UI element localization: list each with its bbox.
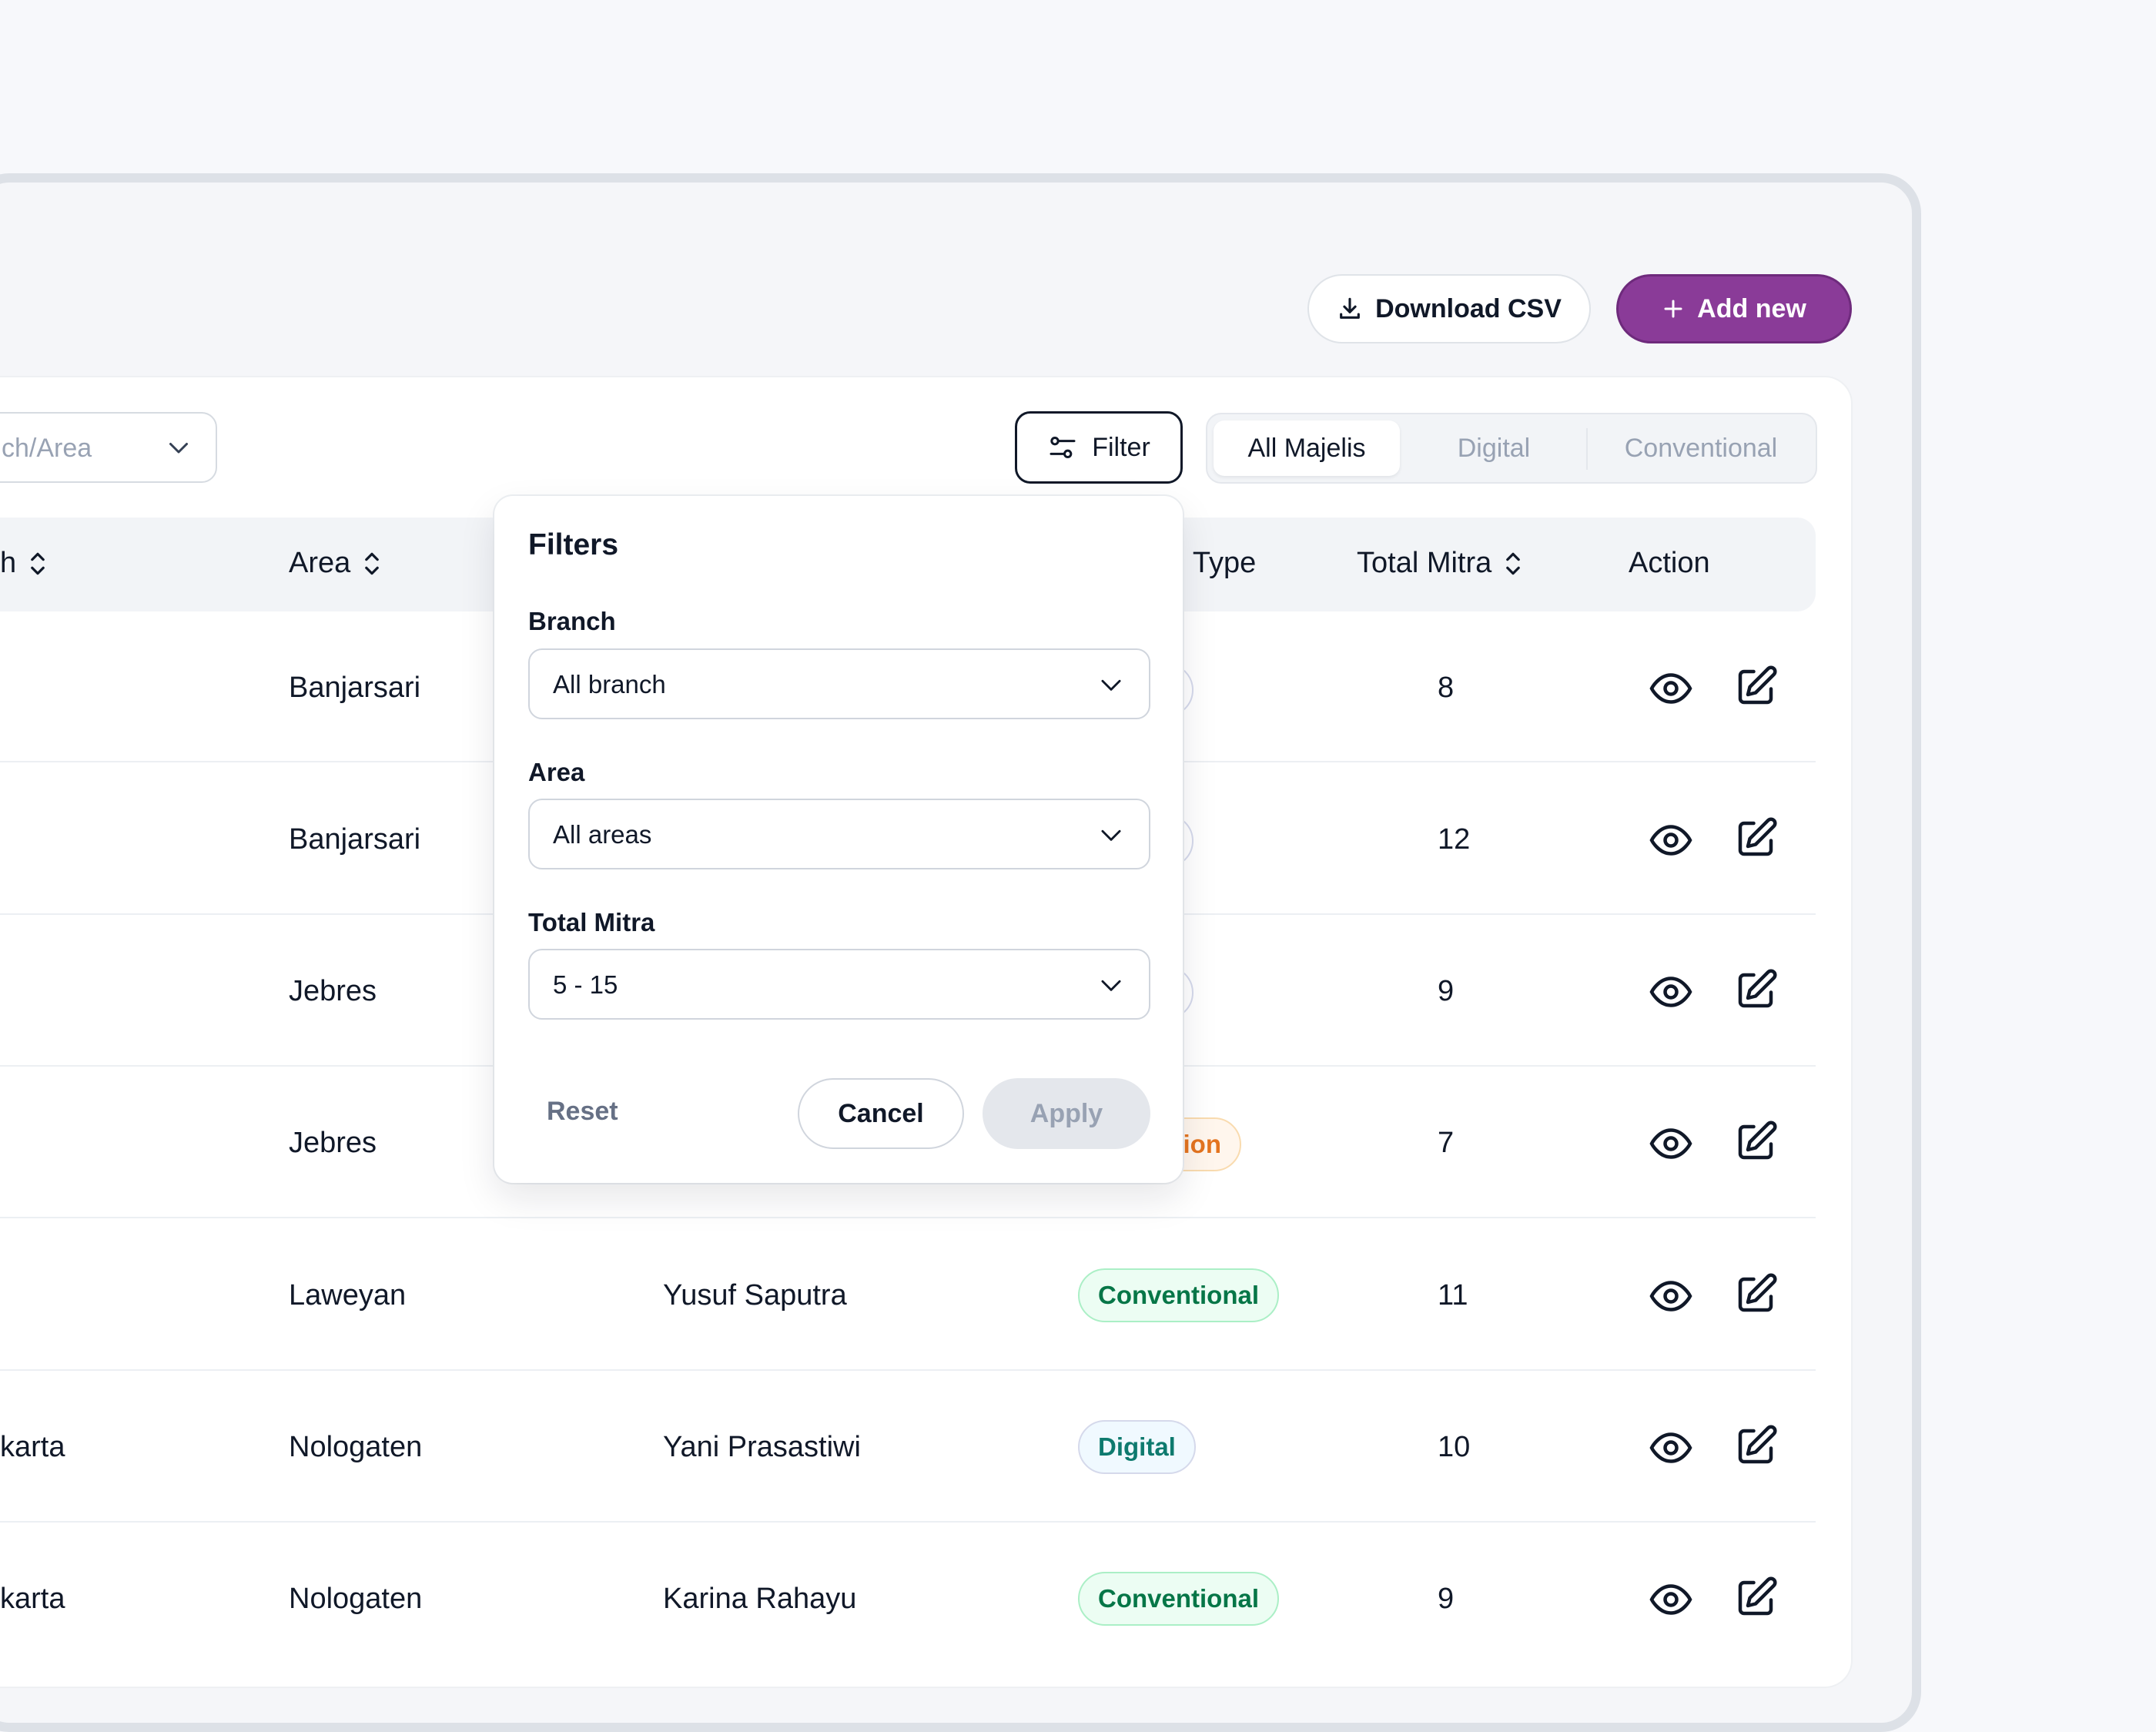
- header-total-mitra-label: Total Mitra: [1357, 547, 1492, 579]
- row-divider: [0, 1521, 1816, 1523]
- cell-total-mitra: 8: [1438, 672, 1455, 704]
- tab-conventional[interactable]: Conventional: [1624, 433, 1778, 463]
- chevron-down-icon: [169, 443, 188, 454]
- eye-icon[interactable]: [1648, 1121, 1694, 1167]
- cell-total-mitra: 7: [1438, 1127, 1455, 1159]
- area-select-value: All areas: [553, 820, 652, 849]
- cell-area: Laweyan: [289, 1279, 407, 1312]
- sort-icon: [1506, 552, 1521, 575]
- download-icon: [1340, 297, 1360, 319]
- add-new-button[interactable]: Add new: [1616, 274, 1852, 343]
- area-select[interactable]: All areas: [528, 799, 1150, 869]
- add-new-label: Add new: [1697, 293, 1806, 323]
- type-badge: Conventional: [1078, 1572, 1280, 1626]
- eye-icon[interactable]: [1648, 1425, 1694, 1471]
- cell-area: Jebres: [289, 975, 377, 1007]
- type-badge-label: ion: [1183, 1130, 1221, 1158]
- cell-total-mitra: 10: [1438, 1431, 1471, 1463]
- header-total-mitra[interactable]: Total Mitra: [1357, 547, 1524, 580]
- cell-name: Yani Prasastiwi: [663, 1431, 861, 1463]
- cell-name: Karina Rahayu: [663, 1583, 857, 1615]
- edit-icon[interactable]: [1732, 1119, 1779, 1165]
- total-mitra-select[interactable]: 5 - 15: [528, 949, 1150, 1020]
- cell-area: Banjarsari: [289, 672, 421, 704]
- cell-total-mitra: 9: [1438, 1583, 1455, 1615]
- header-branch-label: h: [0, 547, 17, 579]
- edit-icon[interactable]: [1732, 664, 1779, 710]
- type-badge: Conventional: [1078, 1268, 1280, 1322]
- cell-name: Yusuf Saputra: [663, 1279, 847, 1312]
- type-badge: Digital: [1078, 1420, 1196, 1474]
- row-divider: [0, 1217, 1816, 1218]
- chevron-down-icon: [1101, 679, 1121, 691]
- branch-label: Branch: [528, 607, 616, 635]
- majelis-type-tabs: All Majelis Digital Conventional: [1206, 413, 1817, 484]
- header-area[interactable]: Area: [289, 547, 383, 580]
- sliders-icon: [1050, 437, 1076, 458]
- reset-button[interactable]: Reset: [547, 1097, 618, 1126]
- branch-area-select-value: ch/Area: [2, 434, 92, 463]
- header-area-label: Area: [289, 547, 351, 579]
- sort-icon: [365, 552, 380, 575]
- edit-icon[interactable]: [1732, 1271, 1779, 1318]
- cell-total-mitra: 12: [1438, 823, 1471, 856]
- eye-icon[interactable]: [1648, 665, 1694, 712]
- cell-area: Banjarsari: [289, 823, 421, 856]
- download-csv-button[interactable]: Download CSV: [1307, 274, 1591, 343]
- area-label: Area: [528, 758, 585, 786]
- download-csv-label: Download CSV: [1375, 293, 1562, 323]
- eye-icon[interactable]: [1648, 817, 1694, 863]
- cell-total-mitra: 11: [1438, 1279, 1468, 1312]
- tab-digital[interactable]: Digital: [1457, 433, 1531, 463]
- filter-popover: Filters Branch All branch Area All areas…: [494, 496, 1183, 1183]
- header-action-label: Action: [1629, 547, 1710, 579]
- edit-icon[interactable]: [1732, 1423, 1779, 1469]
- eye-icon[interactable]: [1648, 1273, 1694, 1319]
- filter-label: Filter: [1092, 432, 1150, 462]
- header-action: Action: [1629, 547, 1710, 580]
- edit-icon[interactable]: [1732, 967, 1779, 1013]
- chevron-down-icon: [1101, 829, 1121, 841]
- header-type: s Type: [1170, 547, 1256, 580]
- branch-area-select[interactable]: ch/Area: [0, 412, 217, 483]
- edit-icon[interactable]: [1732, 816, 1779, 862]
- header-type-label: s Type: [1170, 547, 1257, 579]
- total-mitra-label: Total Mitra: [528, 908, 655, 936]
- plus-icon: [1664, 300, 1682, 318]
- cell-branch: karta: [0, 1583, 65, 1615]
- eye-icon[interactable]: [1648, 969, 1694, 1015]
- cancel-button[interactable]: Cancel: [798, 1078, 964, 1149]
- sort-icon: [31, 552, 45, 575]
- branch-select-value: All branch: [553, 670, 666, 698]
- filter-button[interactable]: Filter: [1015, 411, 1183, 484]
- tab-divider: [1586, 428, 1588, 470]
- tab-all-majelis[interactable]: All Majelis: [1214, 420, 1400, 476]
- cell-area: Jebres: [289, 1127, 377, 1159]
- cell-area: Nologaten: [289, 1583, 423, 1615]
- row-divider: [0, 1369, 1816, 1371]
- cell-total-mitra: 9: [1438, 975, 1455, 1007]
- total-mitra-select-value: 5 - 15: [553, 970, 618, 999]
- eye-icon[interactable]: [1648, 1576, 1694, 1623]
- branch-select[interactable]: All branch: [528, 648, 1150, 719]
- popover-title: Filters: [528, 528, 619, 561]
- edit-icon[interactable]: [1732, 1575, 1779, 1621]
- apply-button[interactable]: Apply: [983, 1078, 1150, 1149]
- cell-area: Nologaten: [289, 1431, 423, 1463]
- header-branch[interactable]: h: [0, 547, 49, 580]
- chevron-down-icon: [1101, 980, 1121, 991]
- cell-branch: karta: [0, 1431, 65, 1463]
